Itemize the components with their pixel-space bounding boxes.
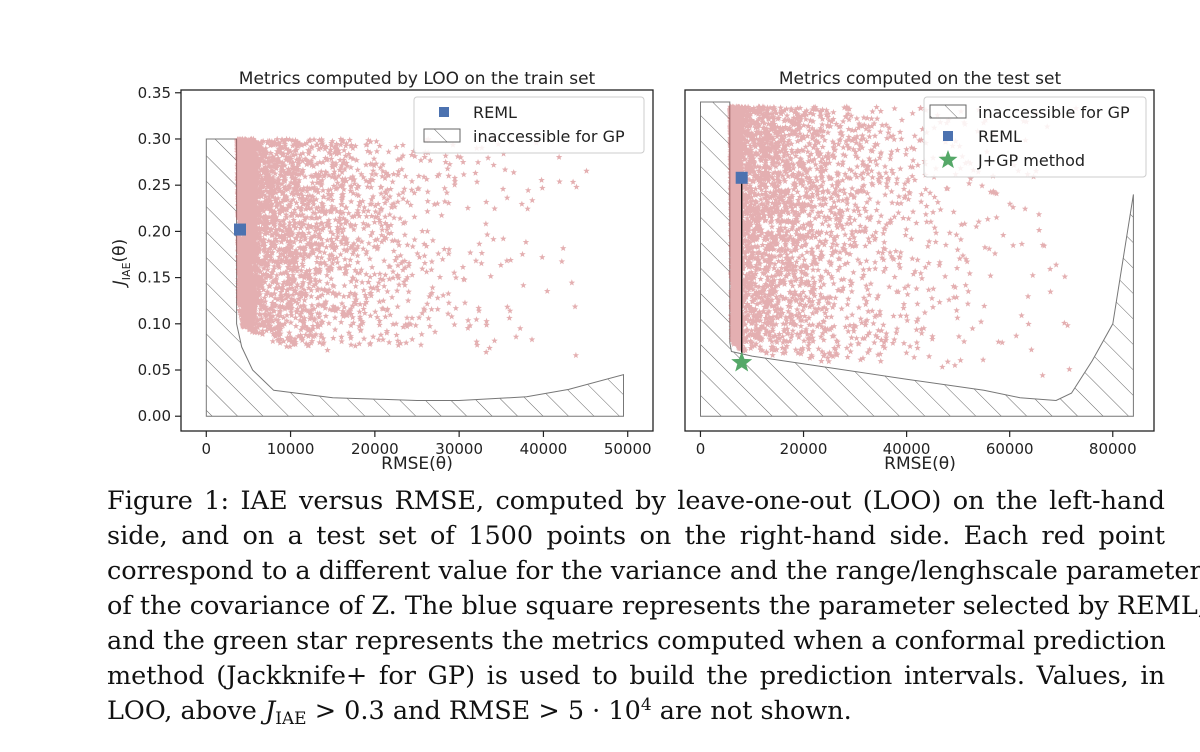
y-tick-label: 0.15 <box>138 269 171 287</box>
reml-square-marker <box>234 223 246 236</box>
legend-reml-marker <box>943 131 953 141</box>
y-tick-label: 0.25 <box>138 176 171 194</box>
red-star-points <box>234 135 590 359</box>
x-tick-label: 10000 <box>267 440 315 458</box>
left-x-axis: 0 10000 20000 30000 40000 50000 <box>202 431 652 458</box>
legend-inaccessible-swatch <box>423 128 461 143</box>
left-y-axis-label: JIAE(θ) <box>110 239 133 288</box>
right-chart-title: Metrics computed on the test set <box>779 69 1062 89</box>
jgp-star-marker <box>731 351 753 372</box>
caption-line: side, and on a test set of 1500 points o… <box>107 521 1165 551</box>
figure-caption: Figure 1: IAE versus RMSE, computed by l… <box>107 484 1200 729</box>
x-tick-label: 30000 <box>435 440 483 458</box>
legend-inaccessible-swatch <box>929 104 967 119</box>
caption-line: Figure 1: IAE versus RMSE, computed by l… <box>107 486 1165 516</box>
right-scatter-points <box>727 103 1080 379</box>
legend-reml-label: REML <box>473 103 517 122</box>
y-tick-label: 0.30 <box>138 130 171 148</box>
legend-jgp-star-icon <box>938 150 958 169</box>
y-tick-label: 0.20 <box>138 222 171 240</box>
y-tick-label: 0.35 <box>138 84 171 102</box>
right-plot-frame <box>684 89 1155 432</box>
right-method-markers <box>731 171 753 372</box>
x-tick-label: 20000 <box>351 440 399 458</box>
y-tick-label: 0.05 <box>138 361 171 379</box>
reml-square-marker <box>735 171 748 184</box>
legend-reml-label: REML <box>978 127 1022 146</box>
left-legend: REML inaccessible for GP <box>413 96 645 154</box>
caption-line: of the covariance of Z. The blue square … <box>107 591 1200 621</box>
right-x-axis: 0 20000 40000 60000 80000 <box>696 431 1137 458</box>
caption-line: method (Jackknife+ for GP) is used to bu… <box>107 661 1165 691</box>
caption-last-line: LOO, above JIAE > 0.3 and RMSE > 5 · 104… <box>107 695 852 729</box>
y-tick-label: 0.10 <box>138 315 171 333</box>
legend-reml-marker <box>439 107 449 117</box>
right-panel: Metrics computed on the test set 0 20000 4… <box>684 69 1155 474</box>
y-tick-label: 0.00 <box>138 407 171 425</box>
inaccessible-region-polygon <box>700 101 1134 417</box>
legend-inaccessible-label: inaccessible for GP <box>473 127 625 146</box>
x-tick-label: 40000 <box>883 440 931 458</box>
right-legend: inaccessible for GP REML J+GP method <box>923 96 1147 178</box>
figure: Metrics computed by LOO on the train set… <box>110 69 1155 474</box>
red-star-points <box>727 103 1080 379</box>
x-tick-label: 20000 <box>780 440 828 458</box>
inaccessible-region-polygon <box>205 138 624 417</box>
left-plot-frame <box>180 89 654 432</box>
left-x-axis-label: RMSE(θ) <box>381 454 453 474</box>
x-tick-label: 80000 <box>1089 440 1137 458</box>
caption-line: and the green star represents the metric… <box>107 626 1166 656</box>
x-tick-label: 0 <box>696 440 706 458</box>
left-panel: Metrics computed by LOO on the train set… <box>110 69 654 474</box>
legend-jgp-label: J+GP method <box>977 151 1085 170</box>
right-inaccessible-region <box>700 101 1134 417</box>
left-y-axis: 0.00 0.05 0.10 0.15 0.20 0.25 0.30 0.35 <box>138 84 181 425</box>
legend-inaccessible-label: inaccessible for GP <box>978 103 1130 122</box>
left-chart-title: Metrics computed by LOO on the train set <box>239 69 596 89</box>
x-tick-label: 60000 <box>986 440 1034 458</box>
right-x-axis-label: RMSE(θ) <box>884 454 956 474</box>
x-tick-label: 40000 <box>520 440 568 458</box>
x-tick-label: 0 <box>202 440 212 458</box>
caption-line: correspond to a different value for the … <box>107 556 1200 586</box>
left-inaccessible-region <box>205 138 624 417</box>
x-tick-label: 50000 <box>604 440 652 458</box>
left-reml-marker <box>234 223 246 236</box>
left-scatter-points <box>234 135 590 359</box>
